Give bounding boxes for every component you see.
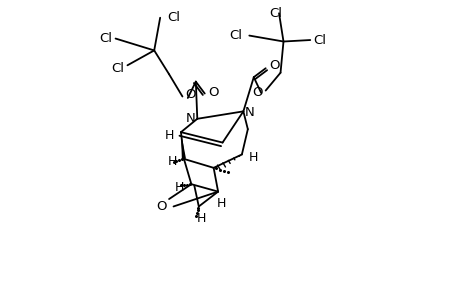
Text: N: N [244, 106, 254, 119]
Text: H: H [249, 151, 258, 164]
Text: O: O [208, 85, 218, 98]
Polygon shape [180, 132, 185, 159]
Text: H: H [174, 181, 184, 194]
Text: Cl: Cl [269, 7, 282, 20]
Text: H: H [216, 197, 225, 210]
Text: Cl: Cl [229, 29, 241, 42]
Text: O: O [185, 88, 195, 100]
Text: O: O [252, 85, 262, 98]
Text: Cl: Cl [100, 32, 112, 45]
Text: Cl: Cl [313, 34, 325, 46]
Text: O: O [156, 200, 166, 213]
Text: H: H [167, 155, 176, 168]
Text: N: N [185, 112, 196, 125]
Text: H: H [196, 212, 206, 225]
Text: O: O [269, 59, 279, 72]
Text: Cl: Cl [111, 62, 124, 75]
Text: Cl: Cl [167, 11, 180, 24]
Text: H: H [164, 129, 174, 142]
